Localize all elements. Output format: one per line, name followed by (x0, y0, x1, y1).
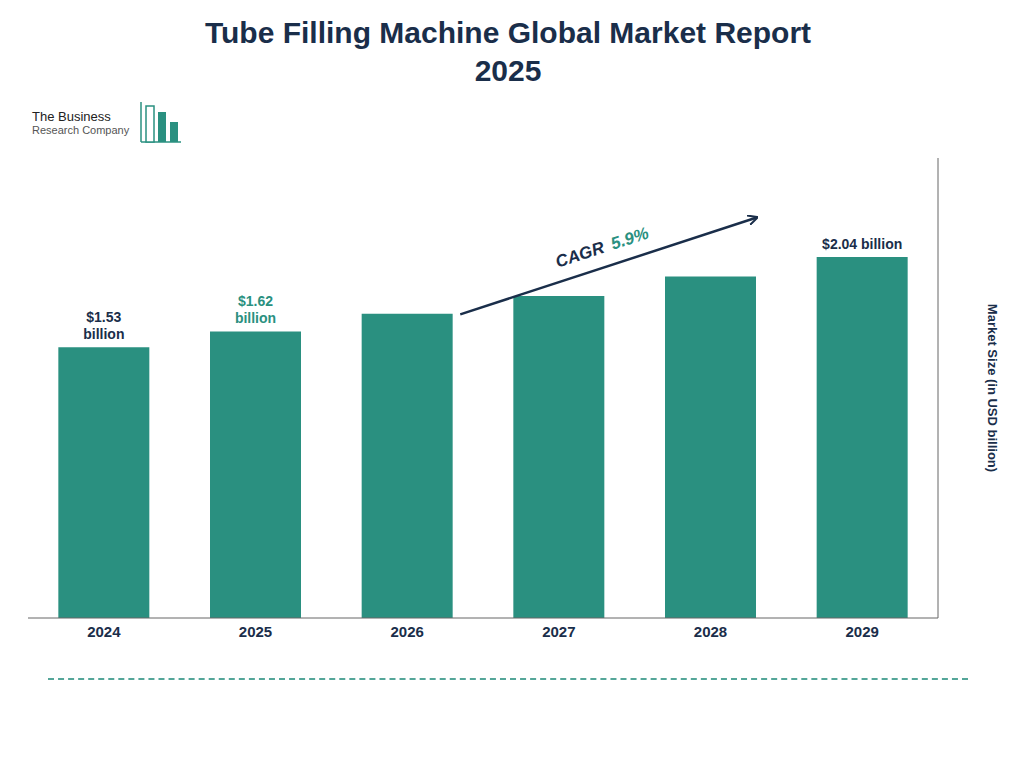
svg-text:CAGR5.9%: CAGR5.9% (553, 224, 651, 272)
svg-text:2024: 2024 (87, 623, 121, 640)
svg-text:$1.62billion: $1.62billion (235, 293, 276, 326)
svg-text:Market Size (in USD billion): Market Size (in USD billion) (985, 304, 1000, 472)
svg-text:2028: 2028 (694, 623, 727, 640)
html-text:2025: 2025 (474, 54, 542, 87)
html-text:Tube Filling Machine Global Ma: Tube Filling Machine Global Market Repor… (204, 16, 812, 49)
svg-text:2026: 2026 (390, 623, 423, 640)
html-text:Research Company: Research Company (32, 123, 130, 136)
svg-text:2027: 2027 (542, 623, 575, 640)
svg-text:2025: 2025 (239, 623, 272, 640)
html-text:The Business: The Business (32, 108, 111, 124)
svg-text:2029: 2029 (845, 623, 878, 640)
svg-text:$2.04 billion: $2.04 billion (822, 236, 902, 252)
svg-text:$1.53billion: $1.53billion (83, 309, 124, 342)
